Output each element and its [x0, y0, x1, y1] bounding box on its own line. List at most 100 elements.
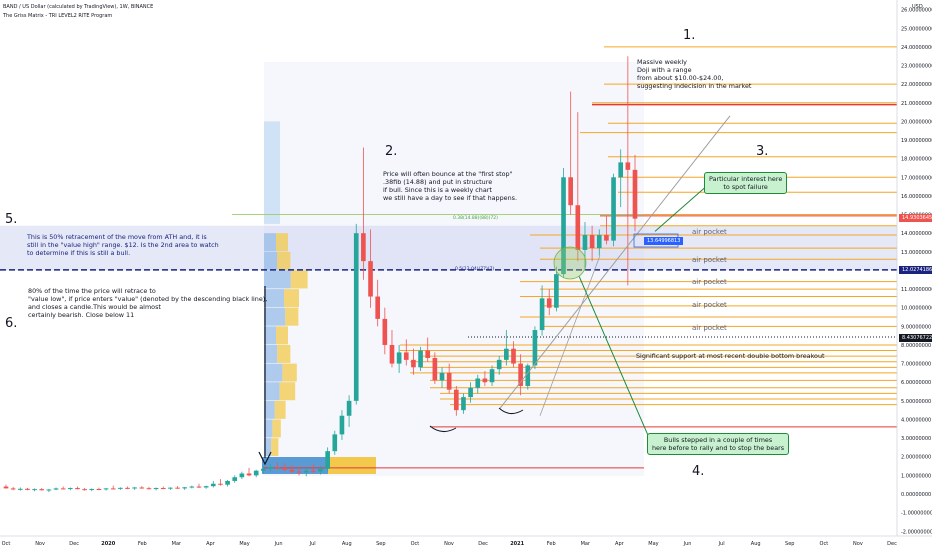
- candle: [53, 487, 59, 491]
- y-tick-label: 24.00000000: [901, 45, 932, 51]
- y-tick-label: 1.00000000: [901, 473, 931, 479]
- candle: [468, 382, 473, 403]
- candle-body: [296, 471, 302, 473]
- candle-body: [618, 162, 624, 178]
- volume-profile-bar: [276, 326, 288, 345]
- volume-profile-bar: [264, 438, 272, 457]
- y-tick-label: 7.00000000: [901, 362, 931, 368]
- note-doji: Massive weekly Doji with a range from ab…: [637, 58, 752, 90]
- volume-profile-bar: [282, 363, 297, 382]
- candle-body: [418, 350, 423, 368]
- candle: [346, 395, 352, 427]
- candle-body: [110, 488, 116, 490]
- x-tick-label: Sep: [376, 541, 385, 547]
- callout-pointer-line: [578, 275, 651, 441]
- y-tick-label: 9.00000000: [901, 324, 931, 330]
- candle: [461, 393, 466, 414]
- candle-body: [103, 488, 109, 490]
- candle-body: [375, 296, 381, 319]
- volume-profile-bar: [264, 251, 278, 270]
- note-50-retracement: This is 50% retracement of the move from…: [27, 233, 219, 257]
- last-price-tag: 14.93036456: [899, 214, 932, 222]
- volume-profile-bar: [264, 121, 280, 224]
- candle: [504, 330, 509, 366]
- candle: [17, 487, 23, 491]
- candle: [218, 479, 223, 486]
- volume-profile-bar: [264, 419, 273, 438]
- volume-profile-bar: [264, 326, 276, 345]
- candle: [296, 466, 302, 476]
- indicator-title[interactable]: The Griss Matrix - TRI LEVEL2 RITE Progr…: [3, 13, 113, 19]
- candle: [311, 464, 316, 474]
- x-tick-label: Oct: [411, 541, 420, 547]
- y-tick-label: -1.00000000: [901, 511, 932, 517]
- candle: [89, 488, 95, 492]
- x-tick-label: Oct: [820, 541, 829, 547]
- candle-body: [3, 486, 9, 489]
- candle: [139, 486, 145, 489]
- candle-body: [389, 344, 395, 364]
- y-tick-label: 16.00000000: [901, 194, 932, 200]
- x-tick-label: Apr: [206, 541, 216, 547]
- candle: [175, 486, 180, 489]
- candle: [32, 488, 37, 492]
- double-bottom-arc: [498, 407, 524, 414]
- x-tick-label: Jun: [683, 541, 692, 547]
- candle-body: [453, 389, 459, 411]
- candle-body: [260, 468, 266, 471]
- symbol-title[interactable]: BAND / US Dollar (calculated by TradingV…: [3, 4, 154, 10]
- candle: [239, 471, 245, 480]
- candle-body: [311, 470, 316, 472]
- candle: [146, 486, 152, 490]
- candle-body: [275, 466, 280, 468]
- x-tick-label: Nov: [444, 541, 454, 547]
- candle-body: [146, 488, 152, 490]
- candle-body: [303, 470, 309, 473]
- volume-profile-bar: [277, 344, 291, 363]
- volume-profile-bar: [284, 289, 299, 308]
- dotted-level-price-tag: 8.43076722: [899, 334, 932, 342]
- volume-profile-bar: [264, 344, 278, 363]
- air-pocket-label: air pocket: [692, 324, 727, 332]
- currency-label: USD: [912, 4, 923, 10]
- candle-body: [475, 378, 481, 388]
- candle: [275, 462, 280, 470]
- candle-body: [368, 261, 373, 297]
- x-tick-label: Feb: [138, 541, 147, 547]
- x-tick-label: Jul: [309, 541, 316, 547]
- note-significant-support: Significant support at most recent doubl…: [636, 352, 825, 360]
- candle-body: [561, 177, 566, 275]
- volume-profile-bar: [264, 270, 291, 289]
- candle-body: [554, 274, 559, 308]
- y-tick-label: 25.00000000: [901, 26, 932, 32]
- candle: [575, 112, 581, 262]
- candle: [210, 480, 216, 488]
- fib-05-label: 0.5(12.04)(77)(7): [455, 267, 495, 272]
- x-tick-label: Dec: [478, 541, 488, 547]
- candle-body: [461, 397, 466, 411]
- candle: [110, 485, 116, 490]
- volume-profile-bar: [279, 382, 296, 401]
- y-tick-label: 11.00000000: [901, 287, 932, 293]
- descending-value-line: [539, 255, 601, 416]
- candle: [325, 447, 330, 472]
- note-value-low: 80% of the time the price will retrace t…: [28, 287, 268, 319]
- candle-body: [32, 489, 37, 491]
- candle: [182, 486, 188, 490]
- volume-profile-bar: [272, 419, 281, 438]
- candle-body: [218, 483, 223, 485]
- candle: [318, 466, 323, 475]
- candle: [10, 486, 16, 491]
- note-first-stop: Price will often bounce at the "first st…: [383, 170, 517, 202]
- candle: [246, 467, 252, 477]
- volume-profile-bar: [276, 233, 288, 252]
- volume-profile-bar: [264, 233, 276, 252]
- candle-body: [604, 235, 609, 241]
- candle: [375, 279, 381, 327]
- candle: [411, 348, 416, 375]
- candle: [82, 488, 87, 491]
- volume-profile-bar: [277, 251, 291, 270]
- candle-body: [253, 470, 259, 476]
- candle-body: [118, 487, 123, 489]
